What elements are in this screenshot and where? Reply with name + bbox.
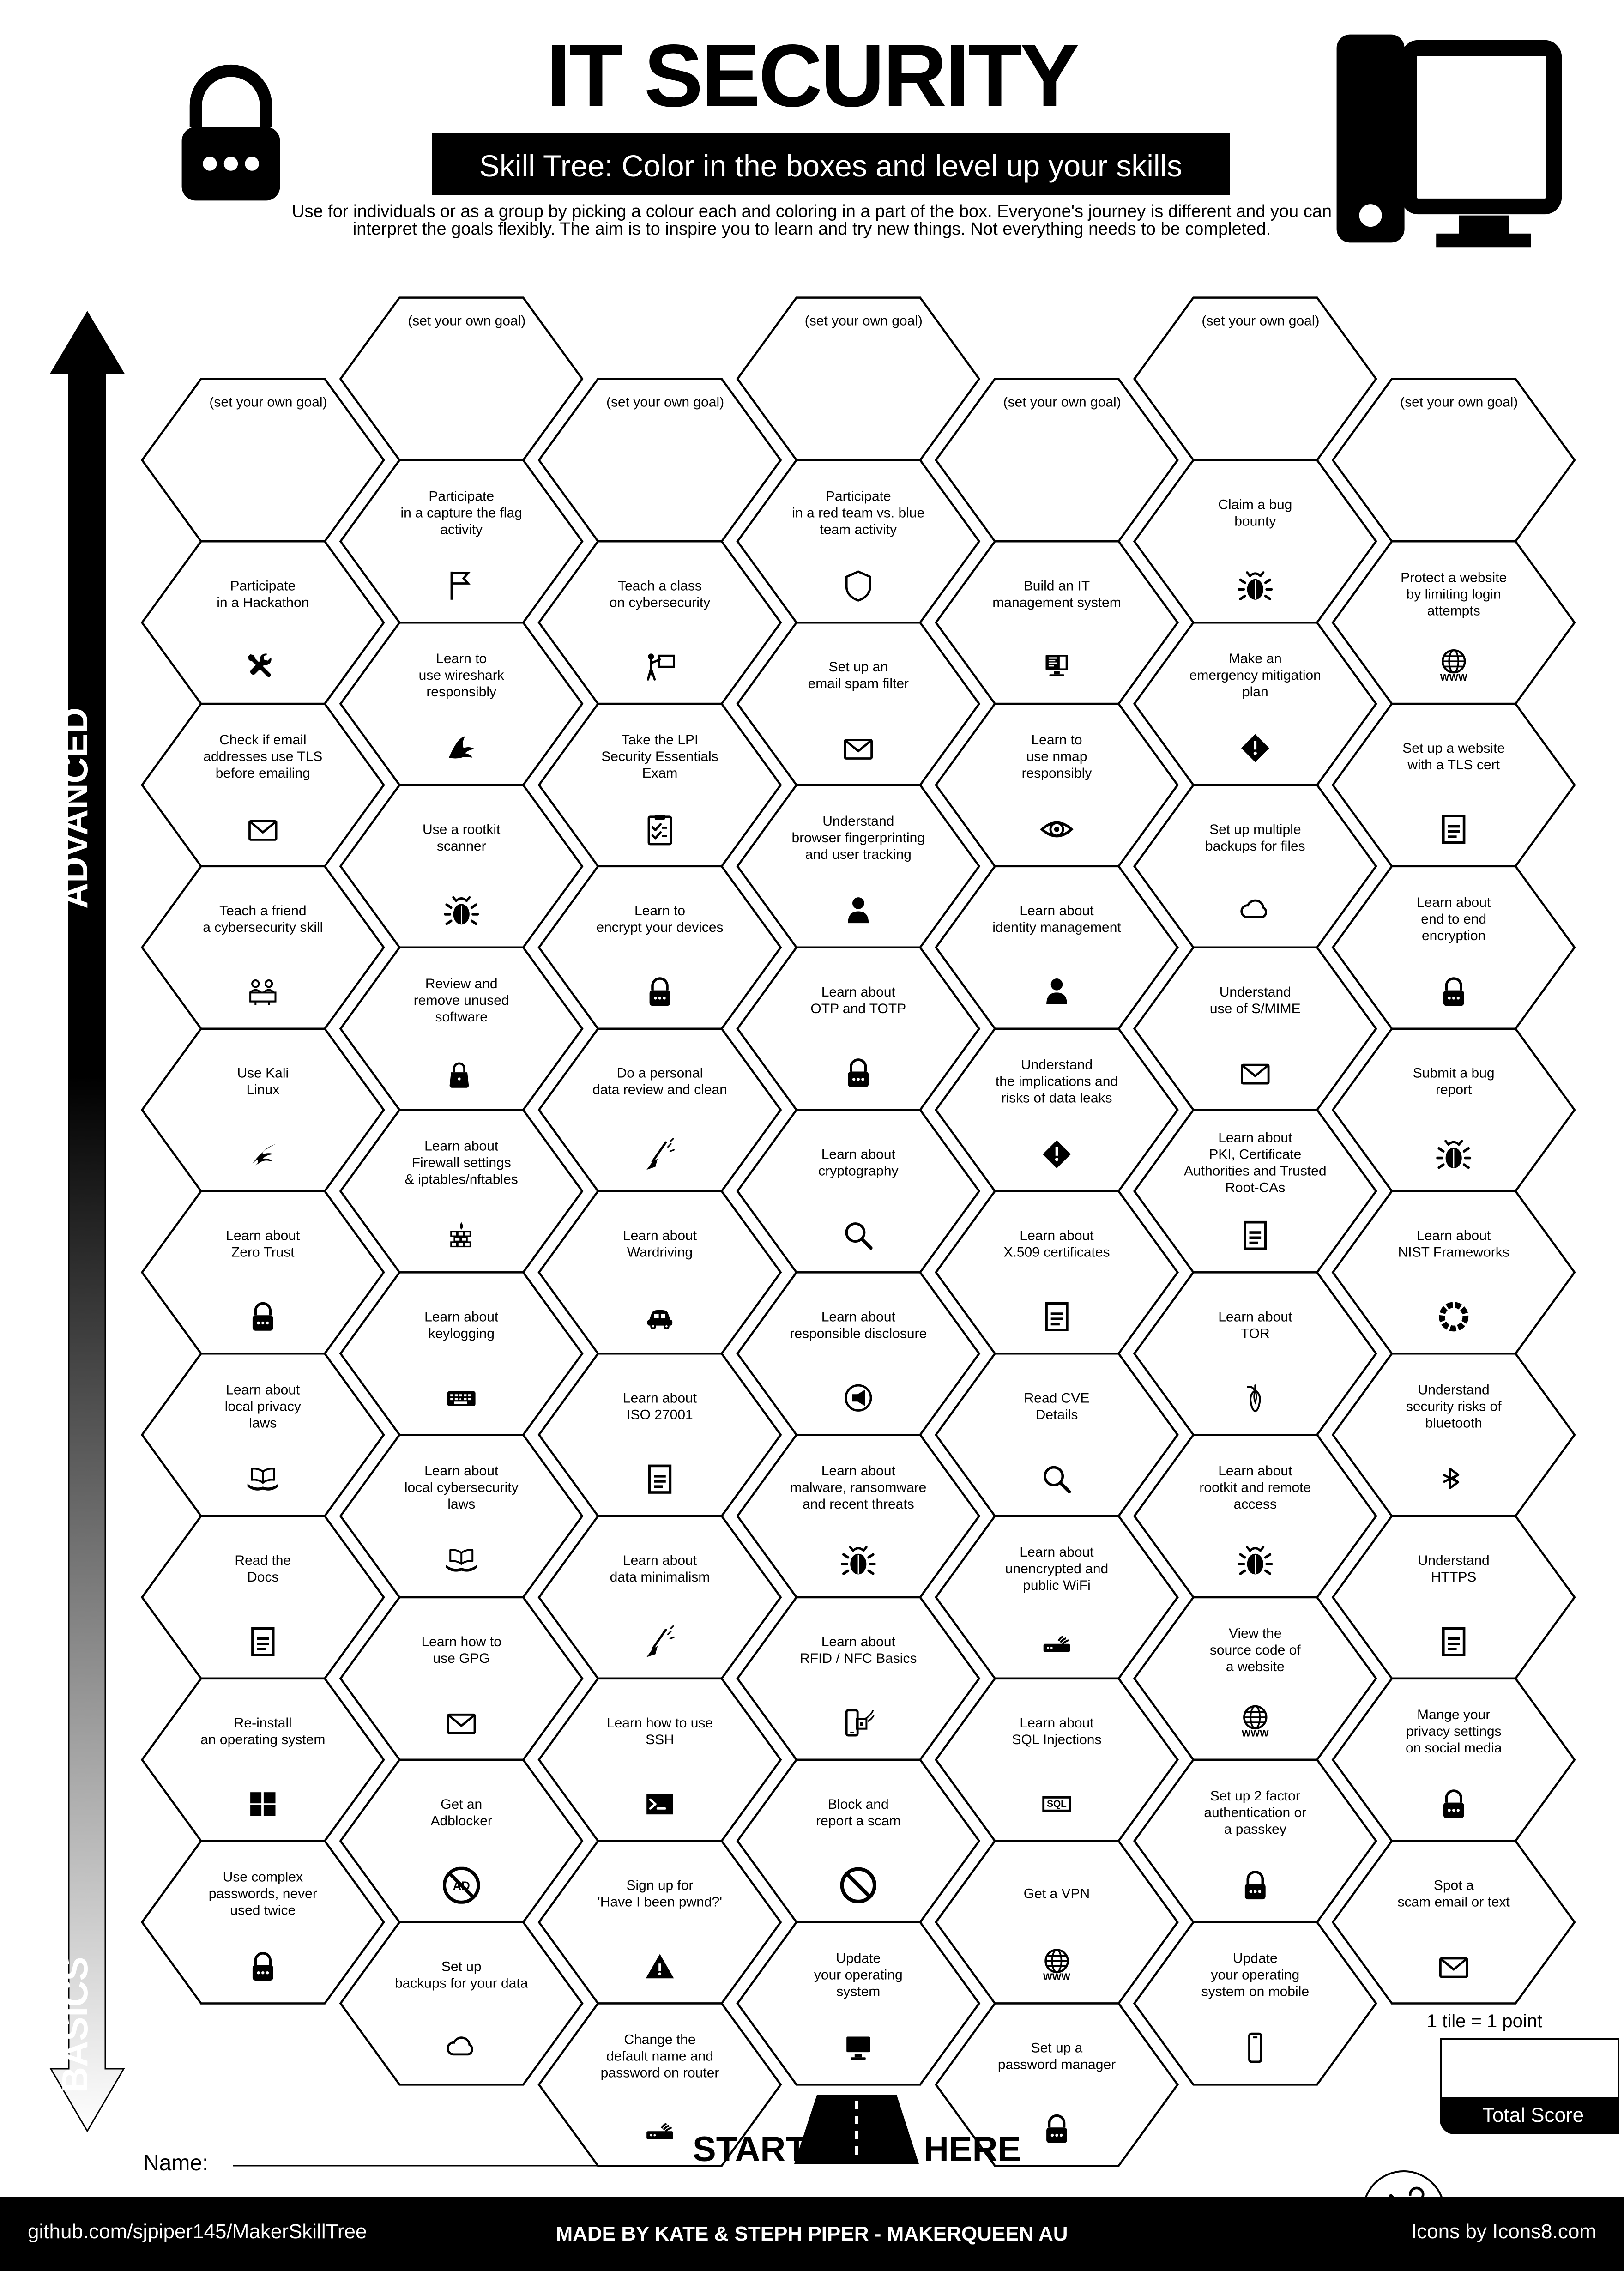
svg-text:interpret the goals flexibly.: interpret the goals flexibly. The aim is… — [353, 219, 1271, 239]
svg-text:github.com/sjpiper145/MakerSki: github.com/sjpiper145/MakerSkillTree — [28, 2220, 367, 2243]
svg-text:START: START — [693, 2130, 807, 2169]
svg-text:Get a VPN: Get a VPN — [1024, 1886, 1090, 1902]
svg-text:ADVANCED: ADVANCED — [54, 707, 95, 909]
svg-text:HERE: HERE — [924, 2130, 1021, 2169]
svg-text:(set your own goal): (set your own goal) — [606, 395, 724, 410]
svg-text:(set your own goal): (set your own goal) — [408, 314, 525, 329]
svg-text:Name:: Name: — [143, 2151, 208, 2175]
svg-text:BASICS: BASICS — [54, 1957, 95, 2093]
svg-text:IT SECURITY: IT SECURITY — [546, 26, 1078, 125]
svg-text:Skill Tree: Color in the boxe: Skill Tree: Color in the boxes and level… — [479, 149, 1182, 183]
svg-text:Icons by Icons8.com: Icons by Icons8.com — [1411, 2220, 1596, 2243]
svg-text:1 tile = 1 point: 1 tile = 1 point — [1427, 2011, 1542, 2031]
svg-text:(set your own goal): (set your own goal) — [1003, 395, 1121, 410]
svg-text:(set your own goal): (set your own goal) — [209, 395, 327, 410]
svg-text:(set your own goal): (set your own goal) — [1400, 395, 1518, 410]
svg-text:Use for individuals or as a gr: Use for individuals or as a group by pic… — [292, 202, 1332, 221]
svg-text:(set your own goal): (set your own goal) — [1201, 314, 1319, 329]
svg-text:MADE BY KATE & STEPH PIPER -: MADE BY KATE & STEPH PIPER - MAKERQUEEN … — [555, 2223, 1068, 2245]
svg-text:Total Score: Total Score — [1482, 2104, 1584, 2126]
svg-text:(set your own goal): (set your own goal) — [805, 314, 923, 329]
